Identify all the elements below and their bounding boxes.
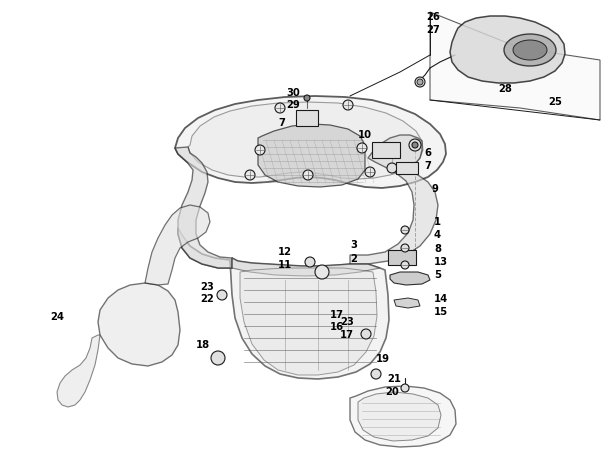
Circle shape	[343, 100, 353, 110]
Polygon shape	[178, 228, 389, 379]
Circle shape	[409, 139, 421, 151]
Polygon shape	[240, 268, 377, 375]
Text: 22: 22	[200, 294, 214, 304]
Polygon shape	[394, 298, 420, 308]
Polygon shape	[57, 335, 100, 407]
Text: 9: 9	[432, 184, 439, 194]
Circle shape	[371, 369, 381, 379]
Text: 18: 18	[196, 340, 210, 350]
Text: 23: 23	[340, 317, 354, 327]
Circle shape	[361, 329, 371, 339]
Text: 24: 24	[50, 312, 64, 322]
Text: 13: 13	[434, 257, 448, 267]
Polygon shape	[98, 283, 180, 366]
Circle shape	[304, 95, 310, 101]
Circle shape	[217, 290, 227, 300]
Circle shape	[303, 170, 313, 180]
Text: 10: 10	[358, 130, 372, 140]
Text: 14: 14	[434, 294, 448, 304]
Polygon shape	[390, 272, 430, 285]
Circle shape	[305, 257, 315, 267]
Polygon shape	[175, 96, 446, 188]
Bar	[296, 110, 318, 126]
Text: 28: 28	[498, 84, 512, 94]
Polygon shape	[175, 147, 232, 268]
Circle shape	[365, 167, 375, 177]
Bar	[372, 142, 400, 158]
Circle shape	[211, 351, 225, 365]
Text: 12: 12	[278, 247, 292, 257]
Polygon shape	[232, 258, 380, 276]
Circle shape	[417, 79, 423, 85]
Polygon shape	[350, 386, 456, 447]
Polygon shape	[145, 205, 210, 285]
Text: 15: 15	[434, 307, 448, 317]
Text: 7: 7	[424, 161, 431, 171]
Circle shape	[275, 103, 285, 113]
Ellipse shape	[504, 34, 556, 66]
Text: 4: 4	[434, 230, 441, 240]
Text: 27: 27	[426, 25, 440, 35]
Circle shape	[401, 226, 409, 234]
Text: 19: 19	[376, 354, 390, 364]
Text: 1: 1	[434, 217, 441, 227]
Bar	[396, 162, 418, 174]
Text: 2: 2	[350, 254, 357, 264]
Text: 17: 17	[340, 330, 354, 340]
Text: 8: 8	[434, 244, 441, 254]
Circle shape	[387, 163, 397, 173]
Text: 16: 16	[330, 322, 344, 332]
Circle shape	[401, 384, 409, 392]
Text: 17: 17	[330, 310, 344, 320]
Circle shape	[255, 145, 265, 155]
Bar	[388, 250, 416, 265]
Circle shape	[357, 143, 367, 153]
Text: 5: 5	[434, 270, 441, 280]
Circle shape	[245, 170, 255, 180]
Circle shape	[412, 142, 418, 148]
Ellipse shape	[513, 40, 547, 60]
Polygon shape	[258, 124, 365, 187]
Polygon shape	[430, 12, 600, 120]
Text: 25: 25	[548, 97, 562, 107]
Polygon shape	[358, 392, 441, 441]
Circle shape	[401, 261, 409, 269]
Circle shape	[415, 77, 425, 87]
Polygon shape	[188, 102, 423, 179]
Text: 20: 20	[385, 387, 399, 397]
Text: 21: 21	[387, 374, 401, 384]
Text: 6: 6	[424, 148, 431, 158]
Polygon shape	[350, 135, 438, 264]
Circle shape	[315, 265, 329, 279]
Text: 29: 29	[286, 100, 300, 110]
Polygon shape	[450, 16, 565, 83]
Text: 11: 11	[278, 260, 293, 270]
Text: 7: 7	[278, 118, 285, 128]
Text: 26: 26	[426, 12, 440, 22]
Text: 3: 3	[350, 240, 357, 250]
Text: 30: 30	[286, 88, 300, 98]
Text: 23: 23	[200, 282, 214, 292]
Circle shape	[401, 244, 409, 252]
